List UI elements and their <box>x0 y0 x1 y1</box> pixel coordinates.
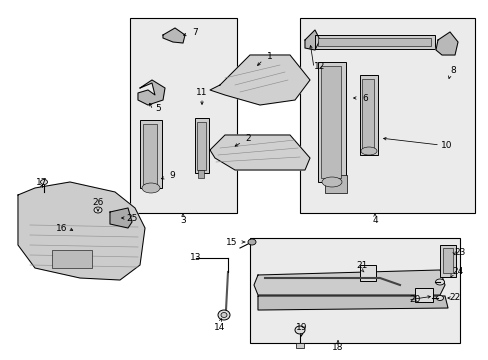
Bar <box>142 124 157 184</box>
Ellipse shape <box>436 296 443 301</box>
Text: 15: 15 <box>226 238 237 247</box>
Bar <box>295 343 304 348</box>
Bar <box>414 288 432 302</box>
Polygon shape <box>258 296 447 310</box>
Text: 6: 6 <box>362 94 367 103</box>
Text: 11: 11 <box>196 87 207 96</box>
Text: 23: 23 <box>453 248 465 257</box>
Ellipse shape <box>247 239 256 245</box>
Text: 18: 18 <box>331 343 343 352</box>
Bar <box>52 250 92 268</box>
Bar <box>195 118 208 173</box>
Bar <box>359 75 377 155</box>
Ellipse shape <box>221 312 226 318</box>
Polygon shape <box>110 208 132 228</box>
Text: 3: 3 <box>180 216 185 225</box>
Bar <box>439 245 455 277</box>
Text: 22: 22 <box>448 293 460 302</box>
Text: 8: 8 <box>449 66 455 75</box>
Polygon shape <box>305 30 319 50</box>
Ellipse shape <box>321 177 341 187</box>
Text: 26: 26 <box>92 198 103 207</box>
Text: 5: 5 <box>155 104 161 113</box>
Bar <box>314 35 434 49</box>
Text: 20: 20 <box>408 296 420 305</box>
Text: 2: 2 <box>244 134 250 143</box>
Ellipse shape <box>94 207 102 213</box>
Text: 1: 1 <box>266 51 272 60</box>
Bar <box>249 238 459 343</box>
Bar <box>320 66 340 178</box>
Ellipse shape <box>218 310 229 320</box>
Text: 12: 12 <box>314 62 325 71</box>
Text: 7: 7 <box>192 27 198 36</box>
Bar <box>361 79 373 151</box>
Polygon shape <box>138 80 164 105</box>
Bar <box>442 248 452 273</box>
Polygon shape <box>18 182 145 280</box>
Text: 25: 25 <box>126 213 138 222</box>
Text: 4: 4 <box>371 216 377 225</box>
Text: 19: 19 <box>296 324 307 333</box>
Text: 16: 16 <box>56 224 68 233</box>
Polygon shape <box>209 55 309 105</box>
Polygon shape <box>435 32 457 55</box>
Ellipse shape <box>142 183 160 193</box>
Bar <box>130 18 237 213</box>
Polygon shape <box>163 28 184 43</box>
Bar <box>325 175 346 193</box>
Bar <box>317 62 346 182</box>
Text: 17: 17 <box>36 177 48 186</box>
Polygon shape <box>253 270 444 295</box>
Bar <box>317 38 430 46</box>
Polygon shape <box>209 135 309 170</box>
Text: 14: 14 <box>214 324 225 333</box>
Ellipse shape <box>41 180 47 185</box>
Bar <box>359 265 375 281</box>
Bar <box>140 120 162 188</box>
Ellipse shape <box>360 147 376 155</box>
Ellipse shape <box>435 279 444 285</box>
Bar <box>197 122 205 170</box>
Text: 24: 24 <box>451 267 463 276</box>
Bar <box>198 170 203 178</box>
Bar <box>299 18 474 213</box>
Text: 9: 9 <box>169 171 175 180</box>
Ellipse shape <box>294 326 305 334</box>
Text: 21: 21 <box>356 261 367 270</box>
Text: 13: 13 <box>190 253 202 262</box>
Text: 10: 10 <box>440 140 452 149</box>
